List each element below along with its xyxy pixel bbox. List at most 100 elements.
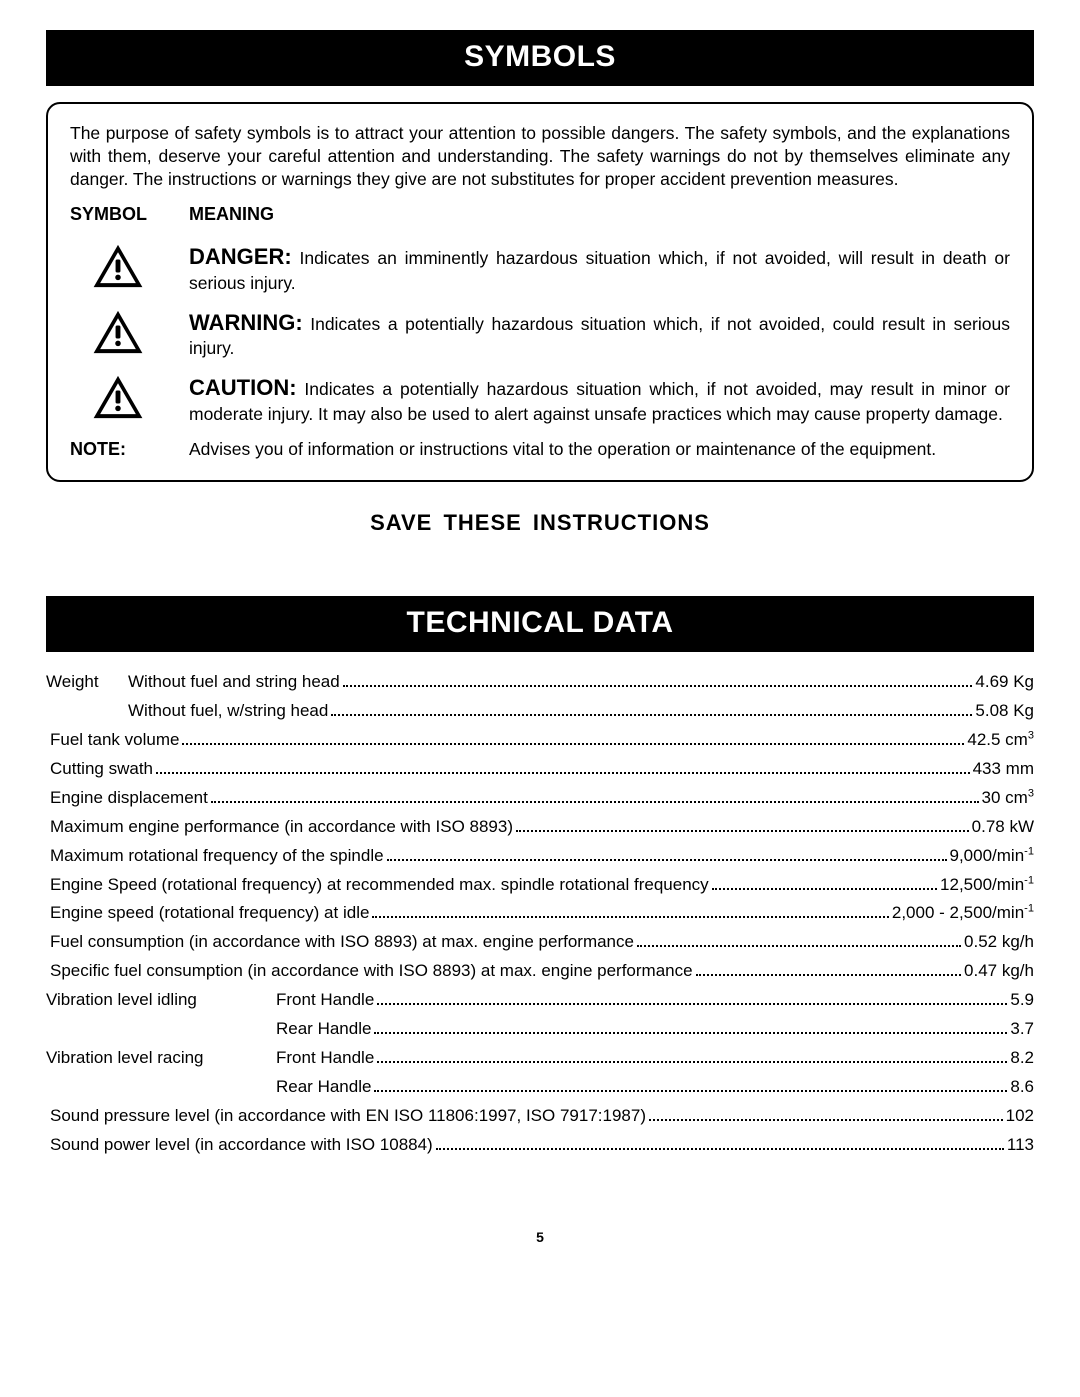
dot-leader <box>374 1076 1007 1091</box>
note-label: NOTE: <box>70 439 165 460</box>
spec-label: Engine displacement <box>46 784 208 813</box>
spec-value: 102 <box>1006 1102 1034 1131</box>
note-row: NOTE: Advises you of information or inst… <box>70 439 1010 460</box>
page-number: 5 <box>46 1229 1034 1245</box>
save-instructions-heading: SAVE THESE INSTRUCTIONS <box>46 510 1034 536</box>
symbol-meaning-cell: CAUTION: Indicates a potentially hazardo… <box>189 374 1010 425</box>
spec-label: Front Handle <box>272 986 374 1015</box>
spec-label: Sound power level (in accordance with IS… <box>46 1131 433 1160</box>
spec-value-sup: 3 <box>1028 787 1034 799</box>
spec-value: 8.6 <box>1010 1073 1034 1102</box>
column-header-meaning: MEANING <box>189 204 274 225</box>
spec-value: 4.69 Kg <box>975 668 1034 697</box>
dot-leader <box>377 1048 1007 1063</box>
dot-leader <box>712 874 937 889</box>
spec-line: Maximum engine performance (in accordanc… <box>46 813 1034 842</box>
spec-value: 5.08 Kg <box>975 697 1034 726</box>
spec-label: Rear Handle <box>272 1073 371 1102</box>
symbol-lead-word: DANGER: <box>189 244 292 269</box>
spec-label: Engine speed (rotational frequency) at i… <box>46 899 369 928</box>
symbol-definition-row: CAUTION: Indicates a potentially hazardo… <box>70 374 1010 425</box>
spec-line: Sound power level (in accordance with IS… <box>46 1131 1034 1160</box>
symbol-lead-word: WARNING: <box>189 310 303 335</box>
spec-label: Fuel consumption (in accordance with ISO… <box>46 928 634 957</box>
spec-value: 42.5 cm3 <box>967 726 1034 755</box>
symbol-meaning-cell: DANGER: Indicates an imminently hazardou… <box>189 243 1010 294</box>
symbols-rows-container: DANGER: Indicates an imminently hazardou… <box>70 243 1010 425</box>
spec-value-sup: 3 <box>1028 729 1034 741</box>
dot-leader <box>211 788 979 803</box>
spec-line: Without fuel, w/string head 5.08 Kg <box>46 697 1034 726</box>
spec-value: 0.78 kW <box>972 813 1034 842</box>
spec-label: Maximum engine performance (in accordanc… <box>46 813 513 842</box>
dot-leader <box>156 759 970 774</box>
spec-value: 0.47 kg/h <box>964 957 1034 986</box>
symbol-meaning-cell: WARNING: Indicates a potentially hazardo… <box>189 309 1010 360</box>
dot-leader <box>516 816 969 831</box>
spec-value: 113 <box>1007 1131 1034 1160</box>
symbols-definitions-box: The purpose of safety symbols is to attr… <box>46 102 1034 482</box>
symbol-icon-cell <box>70 309 165 355</box>
spec-value-sup: -1 <box>1024 874 1034 886</box>
spec-value: 2,000 - 2,500/min-1 <box>892 899 1034 928</box>
symbol-icon-cell <box>70 374 165 420</box>
technical-data-section-header: TECHNICAL DATA <box>46 596 1034 652</box>
dot-leader <box>436 1134 1004 1149</box>
spec-value: 12,500/min-1 <box>940 871 1034 900</box>
spec-value-sup: -1 <box>1024 845 1034 857</box>
warning-triangle-icon <box>92 374 144 420</box>
symbol-body-text: Indicates a potentially hazardous situat… <box>189 314 1010 359</box>
spec-line: Fuel tank volume 42.5 cm3 <box>46 726 1034 755</box>
symbol-definition-row: DANGER: Indicates an imminently hazardou… <box>70 243 1010 294</box>
technical-data-list: WeightWithout fuel and string head 4.69 … <box>46 668 1034 1159</box>
spec-label: Front Handle <box>272 1044 374 1073</box>
symbol-body-text: Indicates an imminently hazardous situat… <box>189 248 1010 293</box>
spec-prefix: Vibration level racing <box>46 1044 272 1073</box>
dot-leader <box>649 1105 1003 1120</box>
spec-line: Cutting swath 433 mm <box>46 755 1034 784</box>
symbols-column-headers: SYMBOL MEANING <box>70 204 1010 225</box>
note-body-text: Advises you of information or instructio… <box>189 439 1010 460</box>
dot-leader <box>331 701 972 716</box>
symbol-icon-cell <box>70 243 165 289</box>
dot-leader <box>377 990 1007 1005</box>
spec-prefix: Weight <box>46 668 124 697</box>
column-header-symbol: SYMBOL <box>70 204 165 225</box>
symbol-definition-row: WARNING: Indicates a potentially hazardo… <box>70 309 1010 360</box>
dot-leader <box>696 961 961 976</box>
spec-value: 8.2 <box>1010 1044 1034 1073</box>
spec-line: Engine displacement 30 cm3 <box>46 784 1034 813</box>
warning-triangle-icon <box>92 309 144 355</box>
spec-label: Maximum rotational frequency of the spin… <box>46 842 384 871</box>
dot-leader <box>372 903 888 918</box>
spec-line: WeightWithout fuel and string head 4.69 … <box>46 668 1034 697</box>
symbol-lead-word: CAUTION: <box>189 375 297 400</box>
spec-label: Specific fuel consumption (in accordance… <box>46 957 693 986</box>
dot-leader <box>374 1019 1007 1034</box>
spec-value: 30 cm3 <box>982 784 1034 813</box>
spec-value: 3.7 <box>1010 1015 1034 1044</box>
spec-line: Fuel consumption (in accordance with ISO… <box>46 928 1034 957</box>
spec-line: Sound pressure level (in accordance with… <box>46 1102 1034 1131</box>
spec-label: Cutting swath <box>46 755 153 784</box>
spec-line: Engine speed (rotational frequency) at i… <box>46 899 1034 928</box>
symbols-section-header: SYMBOLS <box>46 30 1034 86</box>
spec-label: Fuel tank volume <box>46 726 179 755</box>
dot-leader <box>343 672 973 687</box>
dot-leader <box>387 845 947 860</box>
warning-triangle-icon <box>92 243 144 289</box>
spec-label: Without fuel, w/string head <box>124 697 328 726</box>
dot-leader <box>637 932 961 947</box>
symbol-body-text: Indicates a potentially hazardous situat… <box>189 379 1010 424</box>
dot-leader <box>182 730 964 745</box>
spec-value: 5.9 <box>1010 986 1034 1015</box>
spec-line: Vibration level idlingFront Handle 5.9 <box>46 986 1034 1015</box>
spec-label: Engine Speed (rotational frequency) at r… <box>46 871 709 900</box>
spec-line: Maximum rotational frequency of the spin… <box>46 842 1034 871</box>
spec-line: Vibration level racingFront Handle 8.2 <box>46 1044 1034 1073</box>
document-page: SYMBOLS The purpose of safety symbols is… <box>0 0 1080 1285</box>
spec-label: Sound pressure level (in accordance with… <box>46 1102 646 1131</box>
symbols-intro-paragraph: The purpose of safety symbols is to attr… <box>70 122 1010 190</box>
spec-value: 0.52 kg/h <box>964 928 1034 957</box>
spec-value: 9,000/min-1 <box>950 842 1035 871</box>
